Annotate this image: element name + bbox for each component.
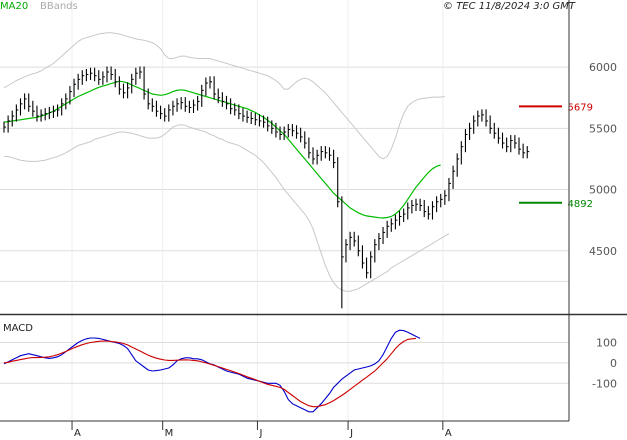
month-tick-label: A xyxy=(74,428,81,439)
bbands-label: BBands xyxy=(40,1,78,12)
macd-y-tick-label: 0 xyxy=(610,357,617,370)
price-y-tick-label: 6000 xyxy=(589,61,617,74)
level-label: 5679 xyxy=(568,102,593,113)
macd-lines xyxy=(3,329,421,413)
macd-title: MACD xyxy=(3,323,33,334)
bband-line xyxy=(4,124,450,292)
macd-y-ticks: -100 0 100 xyxy=(592,336,617,390)
copyright-timestamp: © TEC 11/8/2024 3:0 GMT xyxy=(443,1,576,12)
month-tick-label: M xyxy=(165,428,174,439)
month-tick-label: J xyxy=(349,428,353,439)
price-bars xyxy=(3,66,530,309)
bollinger-bands xyxy=(3,32,450,292)
bband-line xyxy=(3,32,445,160)
price-y-tick-label: 5000 xyxy=(589,184,617,197)
month-tick-label: J xyxy=(258,428,262,439)
price-y-tick-label: 5500 xyxy=(589,122,617,135)
macd-gridlines xyxy=(0,341,569,384)
price-y-tick-label: 4500 xyxy=(589,245,617,258)
price-y-ticks: 4500 5000 5500 6000 xyxy=(589,61,617,258)
ma20-label: MA20 xyxy=(0,1,28,12)
macd-y-tick-label: -100 xyxy=(592,377,617,390)
price-levels: 5679 4892 xyxy=(519,102,593,210)
month-tick-label: A xyxy=(445,428,452,439)
macd-y-tick-label: 100 xyxy=(596,336,617,349)
price-gridlines xyxy=(0,0,569,421)
level-label: 4892 xyxy=(568,199,593,210)
signal-line xyxy=(3,337,417,408)
